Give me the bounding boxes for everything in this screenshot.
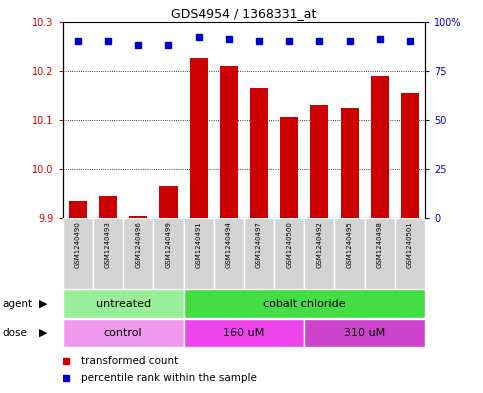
Text: dose: dose [2, 328, 28, 338]
Text: GSM1240492: GSM1240492 [316, 221, 322, 268]
Bar [365, 218, 395, 289]
Bar [93, 218, 123, 289]
Bar [63, 218, 93, 289]
Text: GSM1240493: GSM1240493 [105, 221, 111, 268]
Bar [274, 218, 304, 289]
Bar [304, 319, 425, 347]
Bar [341, 108, 358, 218]
Text: GSM1240500: GSM1240500 [286, 221, 292, 268]
Text: transformed count: transformed count [81, 356, 178, 366]
Bar [334, 218, 365, 289]
Text: 310 uM: 310 uM [344, 328, 385, 338]
Bar [250, 88, 268, 218]
Text: cobalt chloride: cobalt chloride [263, 299, 346, 309]
Text: agent: agent [2, 299, 32, 309]
Bar [159, 186, 178, 218]
Bar [395, 218, 425, 289]
Text: GSM1240497: GSM1240497 [256, 221, 262, 268]
Text: percentile rank within the sample: percentile rank within the sample [81, 373, 257, 383]
Bar [304, 218, 334, 289]
Text: GSM1240490: GSM1240490 [75, 221, 81, 268]
Bar [154, 218, 184, 289]
Bar [244, 218, 274, 289]
Text: GSM1240496: GSM1240496 [135, 221, 141, 268]
Bar [184, 218, 213, 289]
Title: GDS4954 / 1368331_at: GDS4954 / 1368331_at [171, 7, 316, 20]
Bar [63, 319, 184, 347]
Text: GSM1240498: GSM1240498 [377, 221, 383, 268]
Text: 160 uM: 160 uM [223, 328, 265, 338]
Text: GSM1240491: GSM1240491 [196, 221, 201, 268]
Text: GSM1240495: GSM1240495 [347, 221, 353, 268]
Text: GSM1240499: GSM1240499 [166, 221, 171, 268]
Text: untreated: untreated [96, 299, 151, 309]
Bar [371, 76, 389, 218]
Bar [123, 218, 154, 289]
Bar [220, 66, 238, 218]
Text: control: control [104, 328, 142, 338]
Text: ▶: ▶ [39, 328, 48, 338]
Bar [184, 289, 425, 318]
Bar [189, 59, 208, 218]
Bar [99, 196, 117, 218]
Bar [184, 319, 304, 347]
Bar [213, 218, 244, 289]
Bar [280, 118, 298, 218]
Bar [311, 105, 328, 218]
Bar [401, 93, 419, 218]
Text: GSM1240501: GSM1240501 [407, 221, 413, 268]
Bar [69, 201, 87, 218]
Text: ▶: ▶ [39, 299, 48, 309]
Text: GSM1240494: GSM1240494 [226, 221, 232, 268]
Bar [129, 216, 147, 218]
Bar [63, 289, 184, 318]
